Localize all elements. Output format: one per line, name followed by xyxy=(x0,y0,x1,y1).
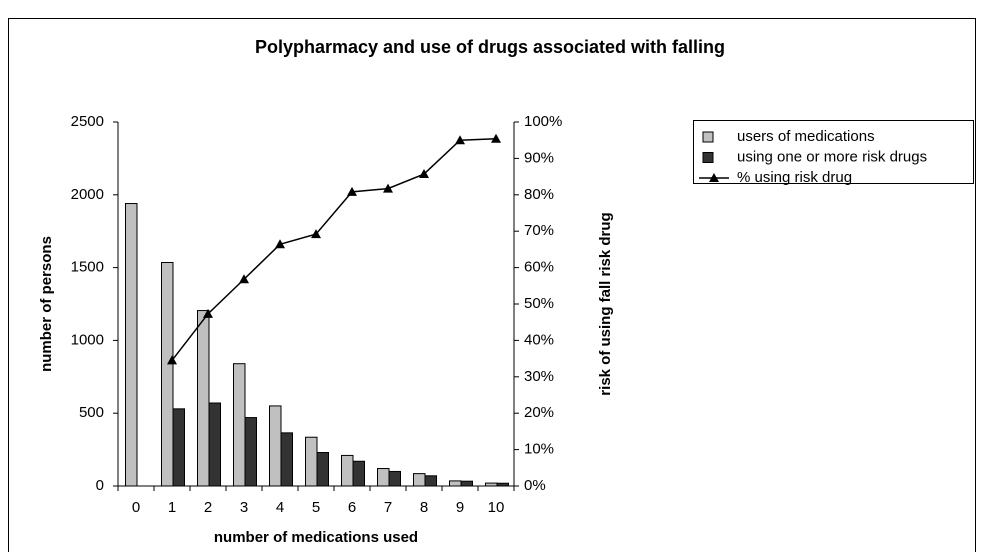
line-marker xyxy=(347,186,357,196)
y2-axis-label: risk of using fall risk drug xyxy=(597,212,614,395)
bar xyxy=(305,436,318,487)
legend-swatch xyxy=(702,131,714,143)
bar xyxy=(341,454,354,487)
bar xyxy=(125,203,138,487)
x-tick-label: 6 xyxy=(348,499,356,516)
x-tick-label: 4 xyxy=(276,499,284,516)
y2-tick-label: 100% xyxy=(524,113,562,130)
x-tick-label: 1 xyxy=(168,499,176,516)
legend-box xyxy=(693,120,974,184)
line xyxy=(171,137,497,361)
bar xyxy=(316,452,329,487)
line-marker xyxy=(491,133,501,143)
legend-marker xyxy=(709,173,719,182)
x-tick-label: 3 xyxy=(240,499,248,516)
bar xyxy=(485,482,498,487)
line-marker xyxy=(383,183,393,193)
y2-tick-label: 70% xyxy=(524,222,554,239)
y2-tick-label: 80% xyxy=(524,186,554,203)
x-tick-label: 8 xyxy=(420,499,428,516)
y2-tick-label: 30% xyxy=(524,368,554,385)
legend-label: users of medications xyxy=(737,128,875,145)
x-tick-label: 7 xyxy=(384,499,392,516)
bar xyxy=(172,408,185,487)
bar xyxy=(377,468,390,487)
bar xyxy=(460,480,473,487)
x-tick-label: 2 xyxy=(204,499,212,516)
line-marker xyxy=(167,355,177,365)
bar xyxy=(449,480,462,487)
bar xyxy=(233,363,246,487)
x-tick-label: 9 xyxy=(456,499,464,516)
bar xyxy=(197,310,210,487)
legend-label: % using risk drug xyxy=(737,169,852,186)
y2-tick-label: 60% xyxy=(524,259,554,276)
y-tick-label: 2500 xyxy=(71,113,104,130)
bar xyxy=(424,475,437,487)
bar xyxy=(161,262,174,487)
line-marker xyxy=(455,135,465,145)
y2-tick-label: 10% xyxy=(524,441,554,458)
line-marker xyxy=(419,169,429,179)
y2-tick-label: 50% xyxy=(524,295,554,312)
line-marker xyxy=(275,239,285,249)
y-tick-label: 0 xyxy=(96,477,104,494)
legend-swatch xyxy=(702,152,714,163)
line-marker xyxy=(311,229,321,239)
bar xyxy=(208,402,221,487)
y-tick-label: 500 xyxy=(79,404,104,421)
x-tick-label: 5 xyxy=(312,499,320,516)
x-axis-label: number of medications used xyxy=(214,529,418,546)
x-tick-label: 0 xyxy=(132,499,140,516)
chart-title: Polypharmacy and use of drugs associated… xyxy=(255,37,725,57)
line-marker xyxy=(203,308,213,318)
y-tick-label: 1000 xyxy=(71,331,104,348)
bar xyxy=(244,417,257,487)
legend-label: using one or more risk drugs xyxy=(737,148,927,165)
line-marker xyxy=(239,274,249,284)
bar xyxy=(269,405,282,487)
y2-tick-label: 20% xyxy=(524,404,554,421)
y-tick-label: 1500 xyxy=(71,259,104,276)
bar xyxy=(352,460,365,487)
y-tick-label: 2000 xyxy=(71,186,104,203)
y2-tick-label: 40% xyxy=(524,331,554,348)
y2-tick-label: 0% xyxy=(524,477,546,494)
x-tick-label: 10 xyxy=(488,499,505,516)
y-axis-label: number of persons xyxy=(38,236,55,372)
bar xyxy=(280,432,293,487)
chart-frame xyxy=(8,18,976,552)
y2-tick-label: 90% xyxy=(524,149,554,166)
bar xyxy=(413,473,426,487)
bar xyxy=(388,470,401,487)
bar xyxy=(496,482,509,487)
